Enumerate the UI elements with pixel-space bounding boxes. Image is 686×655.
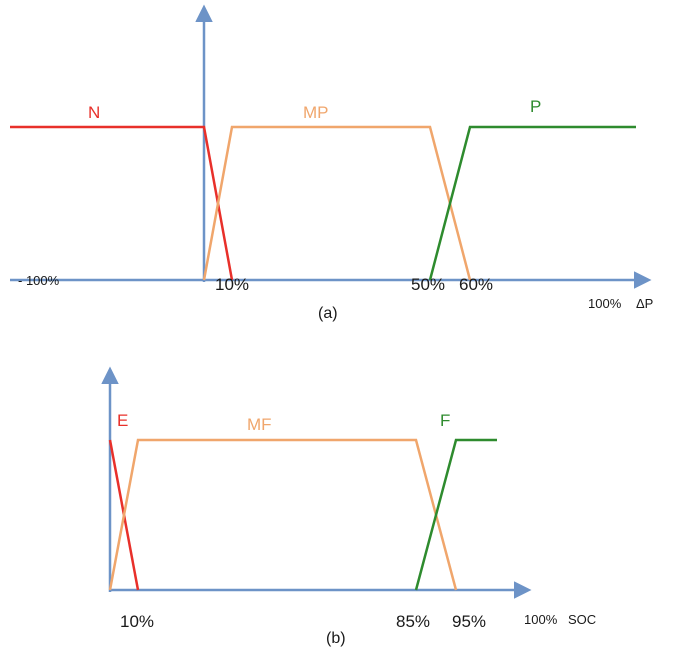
panel-b-label-e: E bbox=[117, 411, 128, 430]
panel-b-axis-label: SOC bbox=[568, 612, 596, 627]
panel-b: E MF F 10% 85% 95% 100% SOC (b) bbox=[101, 366, 596, 647]
panel-a: N MP P - 100% 10% 50% 60% 100% ΔP (a) bbox=[10, 4, 653, 322]
panel-b-label-mf: MF bbox=[247, 415, 272, 434]
panel-a-label-n: N bbox=[88, 103, 100, 122]
panel-b-tick-100: 100% bbox=[524, 612, 558, 627]
panel-b-caption: (b) bbox=[326, 630, 346, 647]
panel-a-label-mp: MP bbox=[303, 103, 329, 122]
panel-a-tick-60: 60% bbox=[459, 275, 493, 294]
panel-a-label-p: P bbox=[530, 97, 541, 116]
panel-a-mp-curve bbox=[202, 125, 472, 281]
panel-a-axis-label: ΔP bbox=[636, 296, 653, 311]
panel-a-caption: (a) bbox=[318, 305, 338, 322]
panel-b-label-f: F bbox=[440, 411, 450, 430]
panel-b-tick-95: 95% bbox=[452, 612, 486, 631]
panel-a-tick-minus-100: - 100% bbox=[18, 273, 60, 288]
panel-b-mf-curve bbox=[108, 438, 458, 591]
panel-a-tick-10: 10% bbox=[215, 275, 249, 294]
panel-a-n-curve bbox=[10, 125, 234, 281]
panel-a-tick-100: 100% bbox=[588, 296, 622, 311]
panel-b-tick-10: 10% bbox=[120, 612, 154, 631]
panel-b-f-curve bbox=[414, 438, 497, 591]
panel-a-p-curve bbox=[428, 125, 636, 281]
panel-a-tick-50: 50% bbox=[411, 275, 445, 294]
panel-b-tick-85: 85% bbox=[396, 612, 430, 631]
